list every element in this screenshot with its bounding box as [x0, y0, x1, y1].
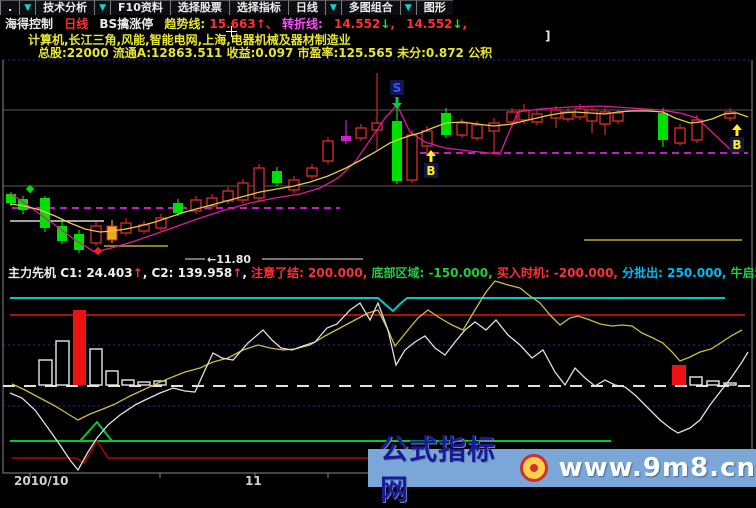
histogram-bar [121, 379, 135, 386]
watermark-logo-icon [519, 454, 548, 482]
svg-text:S: S [393, 81, 402, 95]
bracket-glyph: ] [545, 29, 551, 43]
separator: 、 [265, 17, 278, 31]
turn-down-arrow-icon: ↓ [380, 17, 391, 31]
histogram-bar [137, 381, 151, 386]
ma-line [9, 110, 749, 233]
indicator-header-token: , [242, 266, 252, 280]
indicator-header-token: -200.000, [553, 266, 623, 280]
sell-marker: S [390, 80, 404, 109]
dropdown-arrow-icon[interactable]: ▼ [94, 0, 111, 15]
x-axis-labels: 2010/10 11 [0, 474, 756, 488]
dropdown-arrow-icon[interactable]: ▼ [324, 0, 341, 15]
histogram-bar [38, 359, 53, 386]
indicator-yellow-line [11, 280, 743, 421]
sector-list: 计算机,长江三角,风能,智能电网,上海,电器机械及器材制造业 [28, 33, 351, 47]
histogram-bar [73, 310, 86, 385]
indicator-header-token: C2: [151, 266, 178, 280]
turn-line-value-1: 14.552 [333, 17, 381, 31]
svg-text:B: B [426, 164, 435, 178]
indicator-header-token: 牛启动: [730, 266, 756, 280]
indicator-header-token: 250.000, [667, 266, 731, 280]
bottom-red-line [12, 439, 611, 465]
trend-line-label: 趋势线: [164, 17, 206, 31]
separator: , [462, 17, 468, 31]
dropdown-arrow-icon[interactable]: ▼ [19, 0, 36, 15]
turn-line-label: 转折线: [281, 17, 323, 31]
tab-f10-info[interactable]: F10资料 [110, 0, 170, 15]
stock-name: 海得控制 [5, 17, 54, 31]
separator: , [390, 17, 395, 31]
indicator-header-token: ↑ [232, 266, 243, 280]
dropdown-arrow-icon[interactable]: ▼ [399, 0, 416, 15]
trend-line-value: 15.663 [209, 17, 256, 31]
sector-info-row: 计算机,长江三角,风能,智能电网,上海,电器机械及器材制造业 [28, 31, 351, 48]
watermark-site-name: 公式指标网 [380, 433, 497, 506]
watermark-url: www.9m8.cn [558, 453, 756, 483]
indicator-header-token: 主力先机 [8, 266, 61, 280]
price-level-label: ←11.80 [207, 253, 251, 266]
tab-select-indicator[interactable]: 选择指标 [228, 0, 288, 15]
x-axis-label: 2010/10 [14, 474, 69, 488]
histogram-bar [105, 370, 119, 386]
indicator-header-token: ↑ [132, 266, 143, 280]
histogram-bar [672, 365, 686, 385]
x-axis-label: 11 [245, 474, 262, 488]
indicator-header-row[interactable]: 主力先机 C1: 24.403↑, C2: 139.958↑, 注意了结: 20… [8, 264, 756, 281]
candles [6, 73, 736, 253]
indicator-name[interactable]: BS擒涨停 [99, 17, 154, 31]
indicator-header-token: , [142, 266, 152, 280]
histogram-bar [723, 382, 737, 386]
indicator-header-token: 买入时机: [496, 266, 554, 280]
turn-line-value-2: 14.552 [406, 17, 453, 31]
chart-svg[interactable]: ←11.80 S B B [0, 0, 756, 487]
buy-marker: B [424, 150, 438, 178]
histogram-bar [89, 348, 103, 386]
green-spike [79, 420, 113, 442]
indicator-white-line [9, 301, 749, 472]
indicator-header-token: 200.000, [308, 266, 372, 280]
histogram-bar [55, 340, 70, 386]
histogram-bar [153, 380, 167, 386]
indicator-header-token: 注意了结: [251, 266, 309, 280]
turn-down-arrow-icon: ↓ [452, 17, 463, 31]
indicator-header-token: 139.958 [177, 266, 233, 280]
stock-info-row: 海得控制 日线 BS擒涨停 趋势线: 15.663↑、 转折线: 14.552↓… [5, 15, 467, 32]
tab-multi-chart[interactable]: 多图组合 [340, 0, 400, 15]
indicator-header-token: C1: [60, 266, 87, 280]
fundamentals-text: 总股:22000 流通A:12863.511 收益:0.097 市盈率:125.… [38, 46, 493, 60]
tab-graphics[interactable]: 图形 [415, 0, 453, 15]
histogram-bar [706, 380, 720, 386]
tab-select-stock[interactable]: 选择股票 [169, 0, 229, 15]
tab-technical-analysis[interactable]: 技术分析 [35, 0, 95, 15]
tab-daily-period[interactable]: 日线 [287, 0, 325, 15]
watermark-banner: 公式指标网 www.9m8.cn [368, 433, 756, 506]
trend-up-arrow-icon: ↑ [255, 17, 266, 31]
histogram-bar [689, 376, 703, 386]
buy-marker: B [730, 124, 744, 152]
indicator-header-token: 分批出: [622, 266, 668, 280]
cyan-level-line [10, 297, 725, 313]
svg-text:B: B [732, 138, 741, 152]
period-label[interactable]: 日线 [64, 17, 89, 31]
indicator-header-token: 24.403 [86, 266, 133, 280]
indicator-header-token: 底部区域: [371, 266, 429, 280]
top-toolbar: . ▼ 技术分析 ▼ F10资料 选择股票 选择指标 日线 ▼ 多图组合 ▼ 图形 [0, 0, 756, 15]
fundamentals-row: 总股:22000 流通A:12863.511 收益:0.097 市盈率:125.… [38, 44, 492, 61]
chart-canvas[interactable]: ←11.80 S B B [0, 0, 756, 487]
indicator-header-token: -150.000, [428, 266, 497, 280]
diamond-marker [93, 246, 103, 256]
toolbar-stub[interactable]: . [0, 0, 20, 15]
zigzag-line [9, 103, 734, 253]
